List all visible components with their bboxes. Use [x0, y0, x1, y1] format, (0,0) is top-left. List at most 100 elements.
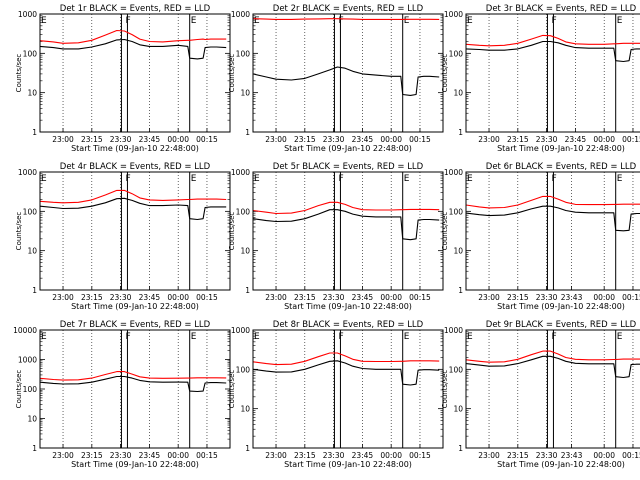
y-tick-label: 10: [240, 247, 250, 256]
x-tick-label: 00:15: [196, 293, 218, 302]
x-tick-label: 23:45: [352, 293, 374, 302]
y-axis-label: Counts/sec: [15, 54, 23, 93]
series-line-events: [252, 360, 440, 386]
x-tick-label: 23:30: [536, 293, 558, 302]
chart-panel-4: Det 4r BLACK = Events, RED = LLD Start Ti…: [15, 162, 231, 311]
x-tick-label: 00:15: [196, 451, 218, 460]
series-line-lld: [252, 352, 440, 366]
x-tick-label: 23:00: [265, 135, 287, 144]
y-tick-label: 1000: [18, 10, 37, 19]
x-tick-label: 23:30: [536, 135, 558, 144]
series-line-events: [465, 355, 640, 379]
event-marker-label: E: [191, 16, 197, 26]
chart-title: Det 7r BLACK = Events, RED = LLD: [60, 320, 211, 330]
x-axis-label: Start Time (09-Jan-10 22:48:00): [71, 302, 199, 311]
x-tick-label: 23:00: [478, 293, 500, 302]
chart-panel-3: Det 3r BLACK = Events, RED = LLD Start Ti…: [441, 4, 640, 153]
chart-title: Det 5r BLACK = Events, RED = LLD: [273, 162, 424, 172]
event-marker-label: F: [125, 174, 130, 184]
series-line-lld: [252, 18, 440, 20]
x-tick-label: 23:45: [139, 451, 161, 460]
event-marker-label: E: [41, 16, 47, 26]
y-axis-label: Counts/sec: [441, 212, 449, 251]
x-axis-label: Start Time (09-Jan-10 22:48:00): [497, 144, 625, 153]
x-axis-label: Start Time (09-Jan-10 22:48:00): [284, 302, 412, 311]
x-axis-label: Start Time (09-Jan-10 22:48:00): [497, 460, 625, 469]
x-tick-label: 23:30: [110, 293, 132, 302]
y-tick-label: 10: [27, 89, 37, 98]
event-marker-label: E: [404, 174, 410, 184]
y-tick-label: 100: [236, 207, 251, 216]
y-tick-label: 1000: [231, 168, 250, 177]
x-tick-label: 23:15: [507, 451, 529, 460]
event-marker-label: F: [338, 16, 343, 26]
event-marker-label: F: [125, 16, 130, 26]
y-tick-label: 10: [27, 415, 37, 424]
x-tick-label: 23:30: [110, 451, 132, 460]
y-tick-label: 1000: [231, 326, 250, 335]
y-tick-label: 1000: [18, 168, 37, 177]
plot-frame: [465, 13, 640, 133]
y-tick-label: 1: [32, 286, 37, 295]
x-tick-label: 23:00: [52, 135, 74, 144]
chart-panel-9: Det 9r BLACK = Events, RED = LLD Start Ti…: [441, 320, 640, 469]
series-line-events: [465, 40, 640, 63]
x-tick-label: 00:15: [409, 293, 431, 302]
event-marker-label: F: [338, 332, 343, 342]
series-line-lld: [39, 29, 227, 44]
x-tick-label: 23:45: [139, 293, 161, 302]
event-marker-label: E: [191, 332, 197, 342]
plot-frame: [465, 329, 640, 449]
event-marker-label: F: [551, 16, 556, 26]
x-tick-label: 23:15: [294, 293, 316, 302]
chart-title: Det 4r BLACK = Events, RED = LLD: [60, 162, 211, 172]
event-marker-label: E: [254, 332, 260, 342]
y-tick-label: 100: [449, 365, 464, 374]
y-tick-label: 1: [458, 444, 463, 453]
x-tick-label: 00:00: [167, 135, 189, 144]
x-tick-label: 00:15: [622, 451, 640, 460]
chart-panel-6: Det 6r BLACK = Events, RED = LLD Start Ti…: [441, 162, 640, 311]
chart-title: Det 1r BLACK = Events, RED = LLD: [60, 4, 211, 14]
y-tick-label: 10: [27, 247, 37, 256]
x-tick-label: 00:00: [380, 293, 402, 302]
x-tick-label: 00:15: [622, 293, 640, 302]
plot-frame: [465, 171, 640, 291]
x-tick-label: 23:00: [265, 451, 287, 460]
event-marker-label: F: [551, 174, 556, 184]
chart-panel-2: Det 2r BLACK = Events, RED = LLD Start Ti…: [228, 4, 444, 153]
x-tick-label: 00:00: [380, 451, 402, 460]
plot-frame: [39, 329, 231, 449]
event-marker-label: E: [404, 332, 410, 342]
x-tick-label: 00:00: [593, 451, 615, 460]
y-axis-label: Counts/sec: [228, 370, 236, 409]
y-tick-label: 100: [449, 49, 464, 58]
x-tick-label: 00:00: [593, 293, 615, 302]
y-tick-label: 100: [23, 385, 38, 394]
y-tick-label: 1000: [18, 356, 37, 365]
event-marker-label: E: [617, 174, 623, 184]
event-marker-label: E: [617, 332, 623, 342]
x-tick-label: 23:30: [323, 293, 345, 302]
y-tick-label: 1000: [444, 10, 463, 19]
y-tick-label: 1: [32, 128, 37, 137]
x-tick-label: 23:43: [561, 451, 583, 460]
y-tick-label: 100: [23, 49, 38, 58]
y-axis-label: Counts/sec: [441, 54, 449, 93]
y-tick-label: 1000: [444, 168, 463, 177]
plot-frame: [252, 171, 444, 291]
x-tick-label: 23:30: [323, 135, 345, 144]
x-tick-label: 00:15: [409, 135, 431, 144]
x-tick-label: 23:15: [81, 135, 103, 144]
y-axis-label: Counts/sec: [228, 54, 236, 93]
chart-panel-1: Det 1r BLACK = Events, RED = LLD Start Ti…: [15, 4, 231, 153]
event-marker-label: E: [404, 16, 410, 26]
y-tick-label: 1: [458, 286, 463, 295]
x-tick-label: 23:15: [294, 135, 316, 144]
x-tick-label: 23:43: [561, 293, 583, 302]
x-axis-label: Start Time (09-Jan-10 22:48:00): [284, 460, 412, 469]
series-line-events: [39, 375, 227, 393]
x-tick-label: 23:00: [265, 293, 287, 302]
y-tick-label: 10: [240, 89, 250, 98]
y-tick-label: 1: [245, 444, 250, 453]
